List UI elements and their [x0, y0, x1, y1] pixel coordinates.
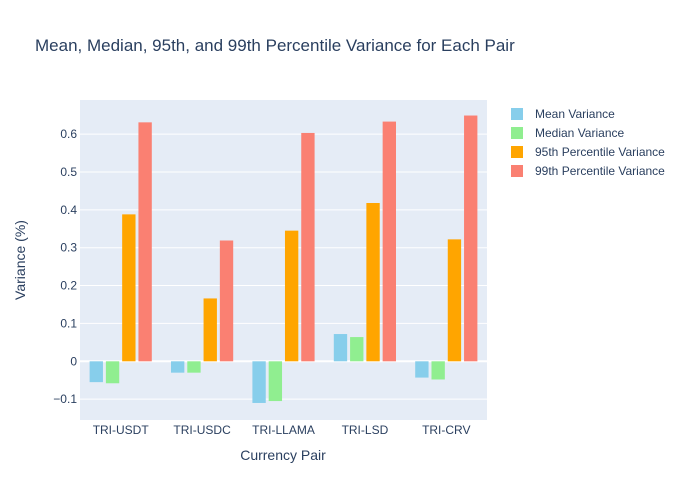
bar[interactable]: [464, 115, 478, 362]
y-axis-title: Variance (%): [12, 220, 28, 300]
legend-item[interactable]: 95th Percentile Variance: [511, 145, 665, 159]
legend-swatch: [511, 146, 523, 158]
y-tick-label: 0.1: [60, 316, 77, 330]
y-tick-label: 0.4: [60, 203, 77, 217]
legend[interactable]: Mean Variance Median Variance 95th Percent…: [511, 107, 665, 178]
y-tick-label: 0.2: [60, 279, 77, 293]
bar[interactable]: [138, 122, 152, 362]
legend-swatch: [511, 108, 523, 120]
legend-item[interactable]: 99th Percentile Variance: [511, 164, 665, 178]
bar[interactable]: [350, 337, 364, 362]
legend-item[interactable]: Median Variance: [511, 126, 624, 140]
legend-swatch: [511, 165, 523, 177]
y-tick-label: 0.5: [60, 165, 77, 179]
bar[interactable]: [252, 361, 266, 403]
bar[interactable]: [203, 298, 217, 362]
bar[interactable]: [219, 240, 234, 362]
bar[interactable]: [333, 334, 348, 362]
y-axis-ticks: −0.1 0 0.1 0.2 0.3 0.4 0.5 0.6: [53, 127, 77, 406]
legend-label: 99th Percentile Variance: [535, 164, 665, 178]
bar[interactable]: [415, 361, 429, 378]
bar[interactable]: [268, 361, 283, 402]
legend-label: 95th Percentile Variance: [535, 145, 665, 159]
x-tick-label: TRI-LSD: [342, 423, 389, 437]
bar[interactable]: [284, 230, 299, 362]
y-tick-label: 0: [70, 354, 77, 368]
bar[interactable]: [431, 361, 445, 380]
bar[interactable]: [187, 361, 201, 373]
bar[interactable]: [382, 121, 396, 362]
x-tick-label: TRI-CRV: [422, 423, 470, 437]
chart-title: Mean, Median, 95th, and 99th Percentile …: [35, 36, 515, 55]
legend-label: Median Variance: [535, 126, 624, 140]
bar[interactable]: [171, 361, 185, 373]
y-tick-label: 0.3: [60, 241, 77, 255]
y-tick-label: −0.1: [53, 392, 77, 406]
bar[interactable]: [122, 214, 136, 362]
x-axis-ticks: TRI-USDT TRI-USDC TRI-LLAMA TRI-LSD TRI-CRV: [93, 423, 471, 437]
x-tick-label: TRI-USDT: [93, 423, 150, 437]
bars: [89, 115, 478, 403]
x-axis-title: Currency Pair: [240, 447, 326, 463]
x-tick-label: TRI-USDC: [173, 423, 231, 437]
bar[interactable]: [105, 361, 120, 384]
legend-item[interactable]: Mean Variance: [511, 107, 615, 121]
bar[interactable]: [89, 361, 103, 383]
x-tick-label: TRI-LLAMA: [252, 423, 315, 437]
bar[interactable]: [301, 132, 315, 362]
bar[interactable]: [447, 239, 462, 362]
y-tick-label: 0.6: [60, 127, 77, 141]
legend-label: Mean Variance: [535, 107, 615, 121]
legend-swatch: [511, 127, 523, 139]
bar[interactable]: [366, 203, 380, 362]
